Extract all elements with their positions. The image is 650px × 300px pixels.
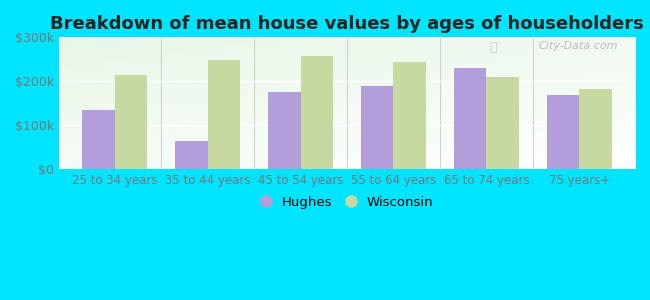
Text: City-Data.com: City-Data.com bbox=[538, 41, 617, 51]
Title: Breakdown of mean house values by ages of householders: Breakdown of mean house values by ages o… bbox=[50, 15, 644, 33]
Bar bbox=[175, 141, 207, 169]
Bar bbox=[115, 75, 148, 169]
Legend: Hughes, Wisconsin: Hughes, Wisconsin bbox=[254, 189, 440, 215]
Text: ⓘ: ⓘ bbox=[489, 41, 497, 54]
Bar bbox=[268, 92, 300, 169]
Bar bbox=[579, 89, 612, 169]
Bar bbox=[207, 60, 240, 169]
Bar bbox=[547, 95, 579, 169]
Bar bbox=[454, 68, 486, 169]
Bar bbox=[82, 110, 115, 169]
Bar bbox=[361, 86, 393, 169]
Bar bbox=[300, 56, 333, 169]
Bar bbox=[486, 77, 519, 169]
Bar bbox=[393, 62, 426, 169]
